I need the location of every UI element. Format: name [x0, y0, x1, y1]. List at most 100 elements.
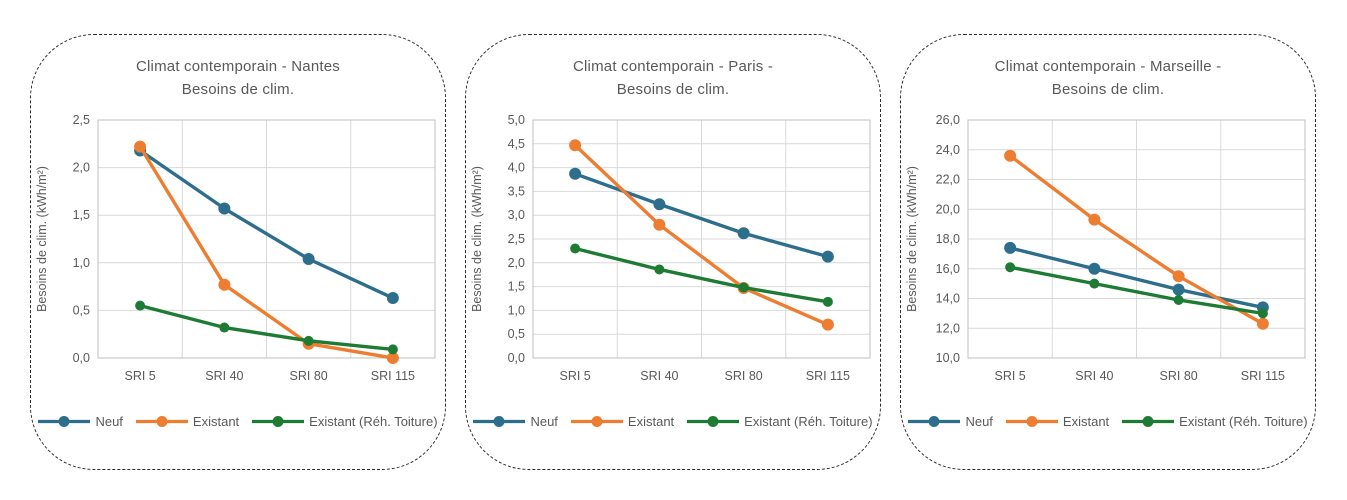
y-tick-label: 12,0 [936, 321, 960, 335]
y-tick-label: 10,0 [936, 351, 960, 365]
legend-label: Existant (Réh. Toiture) [1179, 413, 1308, 429]
y-tick-label: 3,5 [508, 184, 525, 198]
y-tick-label: 26,0 [936, 113, 960, 127]
legend-label: Neuf [530, 413, 558, 429]
x-axis-ticks: SRI 5 SRI 40 SRI 80 SRI 115 [994, 369, 1285, 383]
legend-dot [707, 415, 719, 427]
chart-svg: 10,0 12,0 14,0 16,0 18,0 20,0 22,0 24,0 26,0 SRI … [905, 113, 1306, 383]
y-tick-label: 0,0 [508, 351, 525, 365]
data-point [218, 202, 231, 215]
legend-marker-icon [473, 415, 526, 427]
y-axis-title: Besoins de clim. (kWh/m²) [35, 166, 49, 312]
y-tick-label: 20,0 [936, 202, 960, 216]
legend-dot [156, 415, 168, 427]
series-existant-r-h-toiture- [1005, 261, 1268, 318]
series-line [138, 148, 395, 300]
x-tick-label: SRI 40 [205, 369, 243, 383]
legend-item-neuf: Neuf [908, 413, 993, 429]
y-tick-label: 1,0 [508, 303, 525, 317]
legend-item-existant-r-h-toiture-: Existant (Réh. Toiture) [252, 413, 438, 429]
y-tick-label: 3,0 [508, 208, 525, 222]
data-point [821, 250, 834, 263]
x-tick-label: SRI 5 [124, 369, 155, 383]
y-tick-label: 1,0 [73, 255, 90, 269]
legend-label: Existant (Réh. Toiture) [744, 413, 873, 429]
x-tick-label: SRI 5 [994, 369, 1025, 383]
legend-label: Neuf [95, 413, 123, 429]
legend-dot [1026, 415, 1038, 427]
legend-item-existant: Existant [570, 414, 674, 429]
data-point [569, 138, 582, 151]
series-line [1008, 265, 1265, 315]
legend-dot [493, 415, 505, 427]
y-tick-label: 4,5 [508, 136, 525, 150]
data-point [570, 243, 581, 254]
legend-dot [591, 415, 603, 427]
legend-marker-icon [570, 415, 623, 427]
chart-svg: 0,0 0,5 1,0 1,5 2,0 2,5 SRI 5 SRI 40 SRI 80 SRI 1… [35, 113, 436, 383]
data-point [302, 252, 315, 265]
y-tick-label: 2,0 [508, 255, 525, 269]
data-point [738, 282, 749, 293]
data-point [387, 343, 398, 354]
legend-item-neuf: Neuf [473, 413, 558, 429]
data-point [386, 351, 399, 364]
y-tick-label: 2,5 [73, 113, 90, 127]
chart-legend-nantes: Neuf Existant Existant (Réh. Toiture) [31, 414, 445, 429]
data-point [135, 300, 146, 311]
data-point [1256, 317, 1269, 330]
data-point [134, 140, 147, 153]
y-tick-label: 1,5 [508, 279, 525, 293]
y-axis-title: Besoins de clim. (kWh/m²) [470, 166, 484, 312]
plot-border [967, 119, 1306, 358]
y-tick-label: 5,0 [508, 113, 525, 127]
data-point [569, 167, 582, 180]
chart-card-paris: Climat contemporain - Paris - Besoins de… [465, 34, 881, 470]
chart-legend-marseille: Neuf Existant Existant (Réh. Toiture) [901, 414, 1315, 429]
line-chart-marseille: 10,0 12,0 14,0 16,0 18,0 20,0 22,0 24,0 26,0 SRI … [900, 108, 1316, 400]
x-tick-label: SRI 40 [1075, 369, 1113, 383]
series-line [573, 143, 830, 326]
data-point [218, 278, 231, 291]
y-tick-label: 16,0 [936, 261, 960, 275]
x-tick-label: SRI 80 [290, 369, 328, 383]
legend-item-existant: Existant [135, 414, 239, 429]
y-tick-label: 4,0 [508, 160, 525, 174]
data-point [653, 197, 666, 210]
data-point [653, 218, 666, 231]
y-tick-label: 0,5 [73, 303, 90, 317]
y-tick-label: 24,0 [936, 142, 960, 156]
legend-label: Neuf [965, 413, 993, 429]
chart-title-line2: Besoins de clim. [1051, 81, 1165, 99]
data-point [821, 318, 834, 331]
series-existant-r-h-toiture- [570, 243, 833, 307]
legend-marker-icon [1122, 415, 1175, 427]
y-tick-label: 18,0 [936, 232, 960, 246]
y-tick-label: 14,0 [936, 291, 960, 305]
data-point [737, 226, 750, 239]
series-existant [1004, 149, 1269, 330]
data-point [822, 296, 833, 307]
data-point [303, 335, 314, 346]
x-tick-label: SRI 80 [1160, 369, 1198, 383]
series-existant-r-h-toiture- [135, 300, 398, 354]
legend-dot [58, 415, 70, 427]
y-tick-label: 2,0 [73, 160, 90, 174]
data-point [1005, 261, 1016, 272]
data-point [1172, 283, 1185, 296]
x-tick-label: SRI 80 [725, 369, 763, 383]
data-point [1257, 307, 1268, 318]
y-tick-label: 2,5 [508, 232, 525, 246]
data-point [1089, 278, 1100, 289]
y-tick-label: 0,0 [73, 351, 90, 365]
series-line [138, 144, 395, 360]
chart-title-line1: Climat contemporain - Marseille - [994, 58, 1222, 75]
legend-marker-icon [687, 415, 740, 427]
y-tick-label: 1,5 [73, 208, 90, 222]
line-chart-paris: 0,0 0,5 1,0 1,5 2,0 2,5 3,0 3,5 4,0 4,5 5,0 SRI 5 SR… [465, 108, 881, 400]
plot-border [532, 119, 871, 358]
x-tick-label: SRI 5 [559, 369, 590, 383]
legend-label: Existant (Réh. Toiture) [309, 413, 438, 429]
legend-marker-icon [908, 415, 961, 427]
